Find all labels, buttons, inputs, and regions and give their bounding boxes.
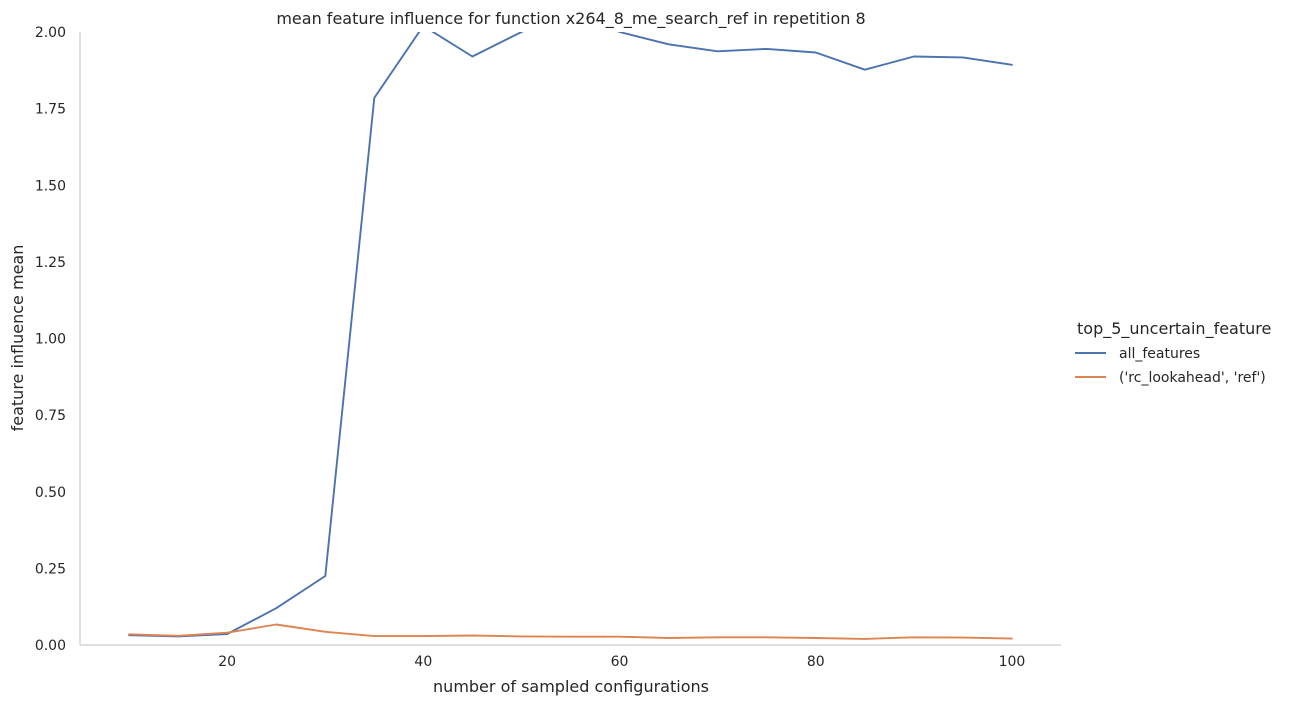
x-tick-label: 80 xyxy=(807,654,825,670)
y-tick-label: 1.25 xyxy=(35,255,66,271)
y-tick-label: 1.00 xyxy=(35,332,66,348)
y-tick-label: 0.25 xyxy=(35,561,66,577)
legend-label-1: ('rc_lookahead', 'ref') xyxy=(1119,370,1266,386)
chart-title: mean feature influence for function x264… xyxy=(276,9,865,29)
x-axis-label: number of sampled configurations xyxy=(433,677,709,696)
y-tick-label: 1.50 xyxy=(35,178,66,194)
series-lines xyxy=(128,32,1013,640)
x-tick-label: 60 xyxy=(611,654,629,670)
x-tick-label: 100 xyxy=(999,654,1026,670)
legend: top_5_uncertain_feature all_features ('rc… xyxy=(1075,319,1271,386)
x-tick-label: 20 xyxy=(218,654,236,670)
y-axis: 0.00 0.25 0.50 0.75 1.00 1.25 1.50 1.75 2.00 xyxy=(35,25,81,654)
y-axis-label: feature influence mean xyxy=(8,245,27,432)
y-tick-label: 0.75 xyxy=(35,408,66,424)
y-tick-label: 2.00 xyxy=(35,25,66,41)
series-line-1 xyxy=(128,623,1013,640)
legend-title: top_5_uncertain_feature xyxy=(1077,319,1271,339)
y-tick-label: 0.00 xyxy=(35,638,66,654)
x-axis: 20 40 60 80 100 xyxy=(80,644,1061,670)
y-tick-label: 0.50 xyxy=(35,485,66,501)
series-line-0 xyxy=(128,32,1013,638)
legend-label-0: all_features xyxy=(1119,346,1200,362)
x-tick-label: 40 xyxy=(414,654,432,670)
y-tick-label: 1.75 xyxy=(35,102,66,118)
